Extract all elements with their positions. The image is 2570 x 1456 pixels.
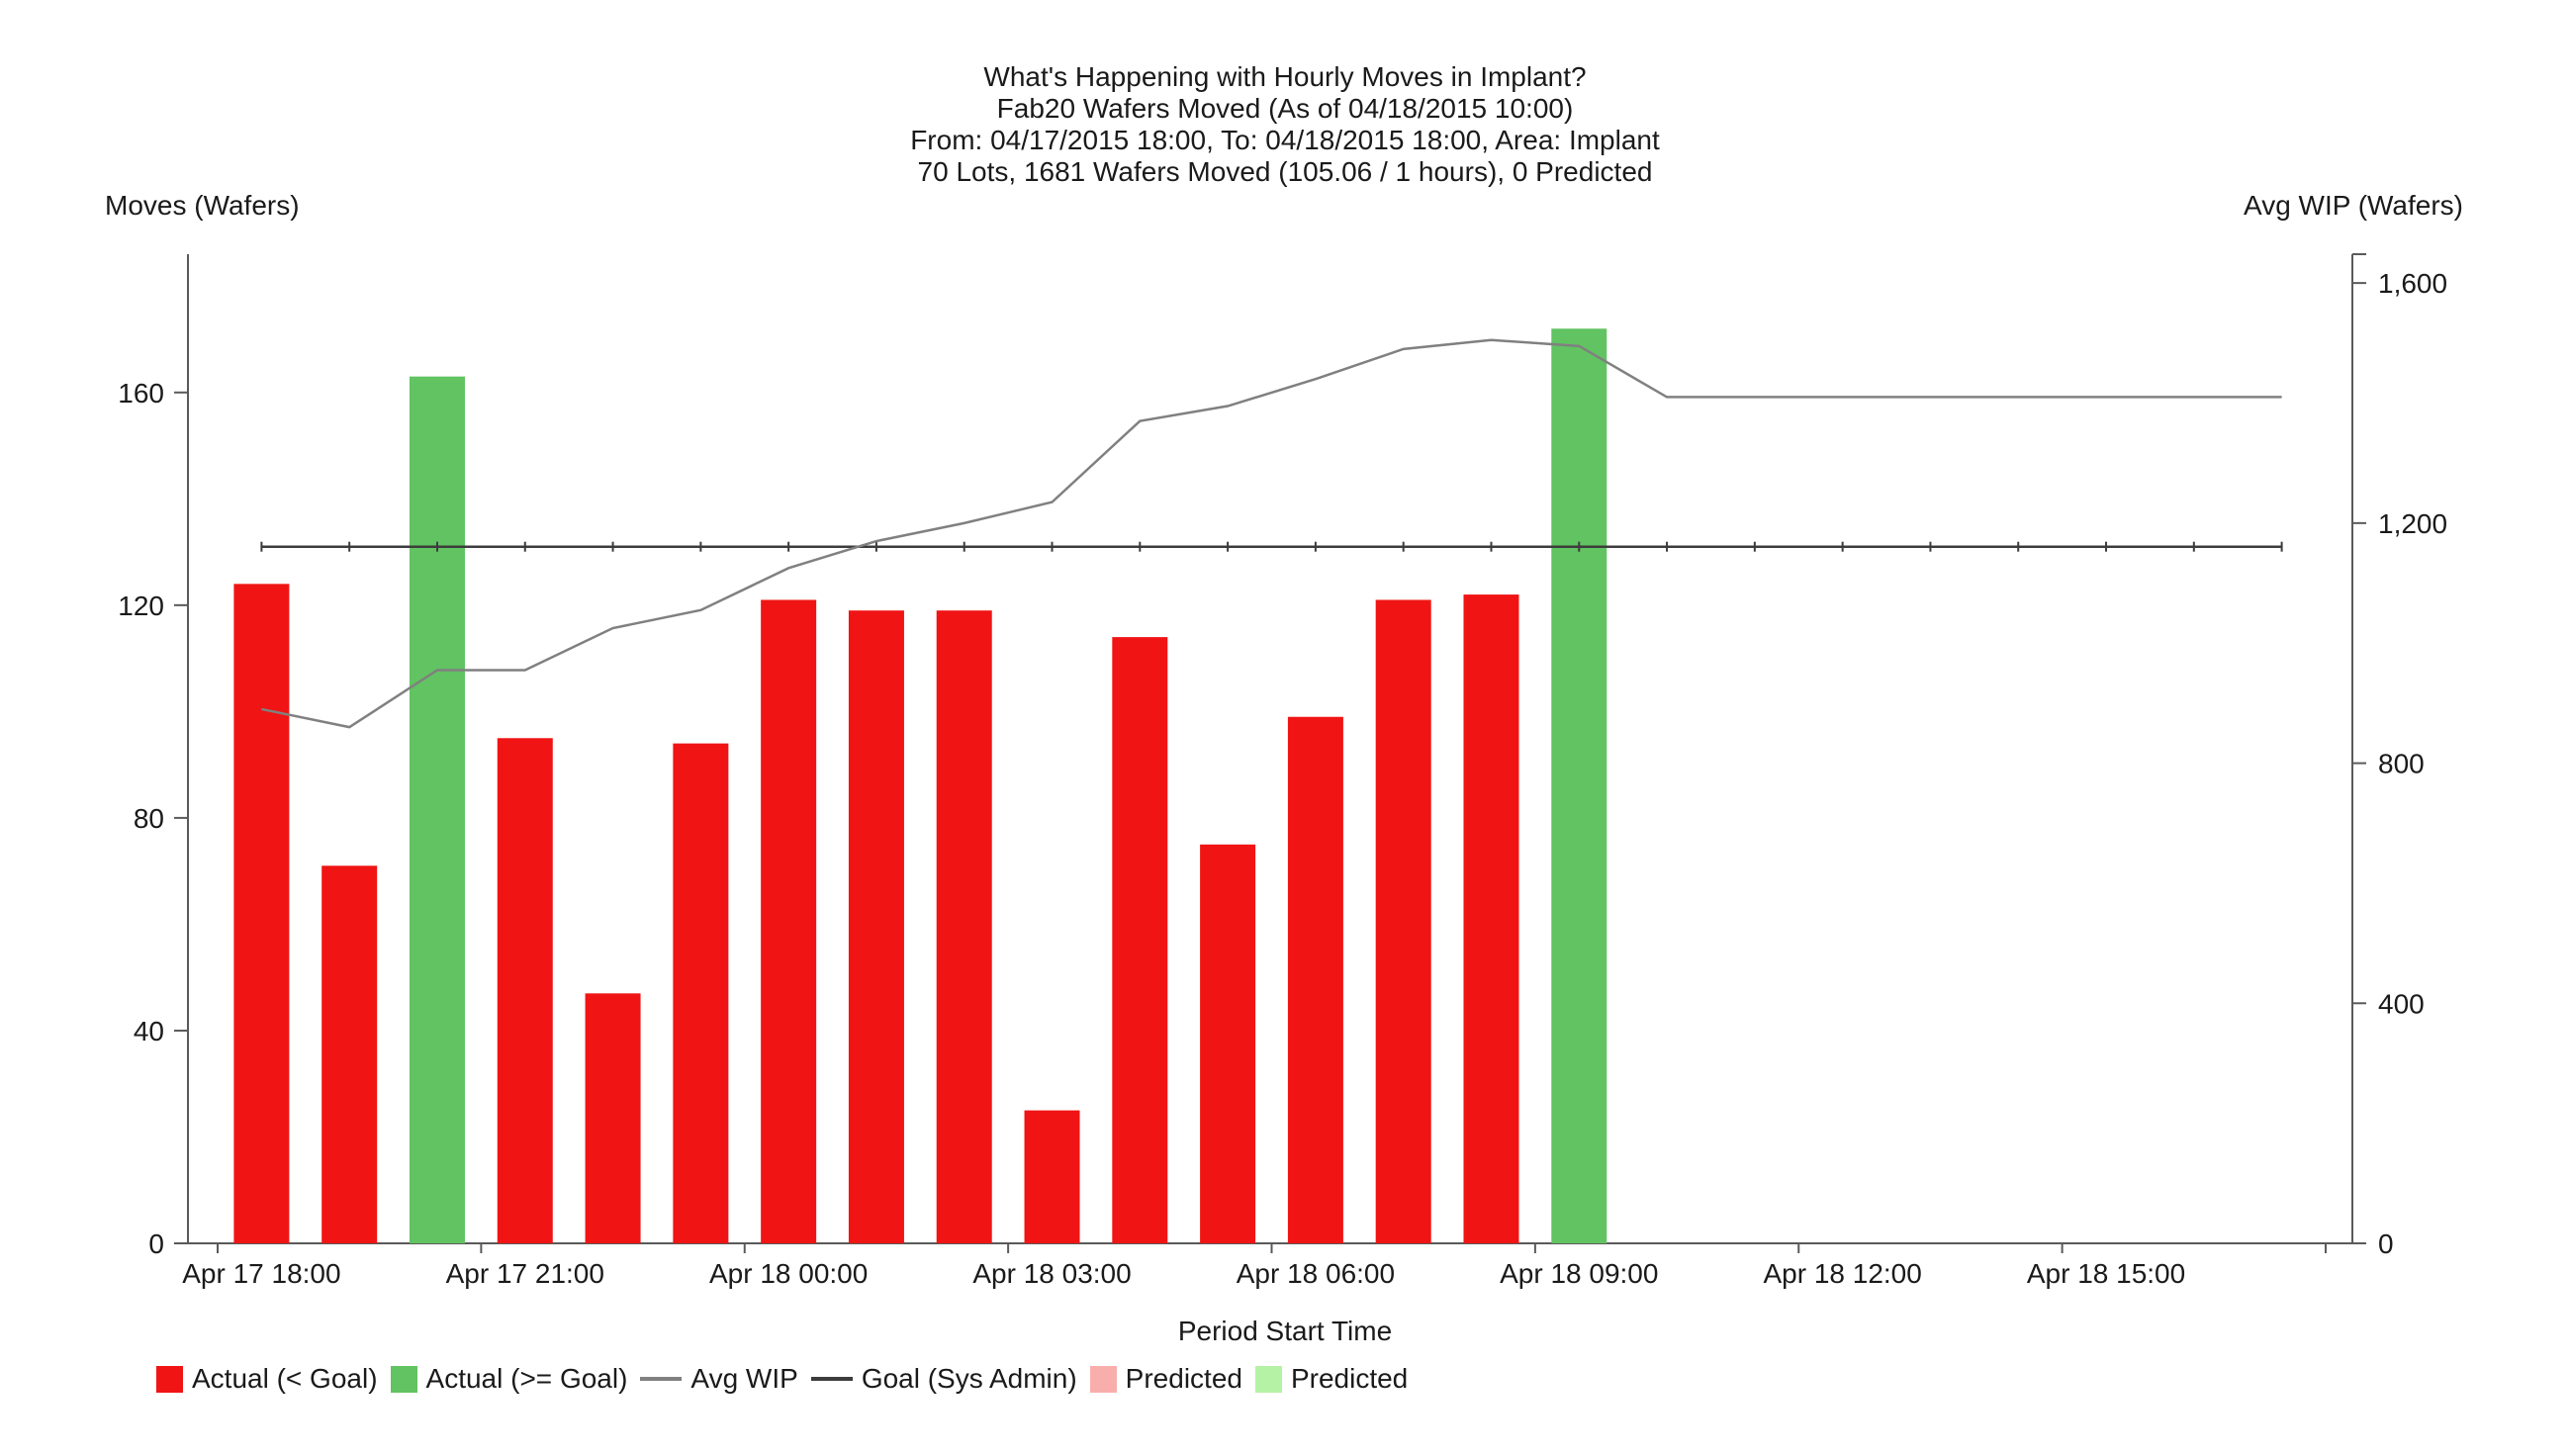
x-axis-tick-label: Apr 18 09:00 [1500,1258,1658,1289]
bar-actual-below-goal [321,865,378,1243]
bar-actual-below-goal [1024,1110,1080,1243]
chart-subtitle-line-1: Fab20 Wafers Moved (As of 04/18/2015 10:… [996,93,1574,124]
legend-item-actual-below-goal: Actual (< Goal) [156,1363,378,1395]
x-axis-tick-label: Apr 18 06:00 [1237,1258,1395,1289]
chart-subtitle-line-3: 70 Lots, 1681 Wafers Moved (105.06 / 1 h… [917,156,1653,187]
legend-swatch-actual-at-or-above-goal [390,1365,417,1393]
bar-actual-below-goal [497,738,553,1243]
bar-actual-below-goal [936,610,992,1243]
legend-item-goal: Goal (Sys Admin) [810,1363,1077,1395]
legend-label-goal: Goal (Sys Admin) [861,1363,1077,1394]
right-axis-tick-label: 1,600 [2378,268,2447,299]
chart-subtitle-line-2: From: 04/17/2015 18:00, To: 04/18/2015 1… [910,125,1660,155]
left-axis-tick-label: 0 [148,1228,164,1259]
legend-label-actual-at-or-above-goal: Actual (>= Goal) [425,1363,628,1394]
right-axis-tick-label: 1,200 [2378,508,2447,539]
left-axis-tick-label: 160 [118,378,164,409]
bar-actual-below-goal [1375,599,1431,1243]
legend-item-actual-at-or-above-goal: Actual (>= Goal) [390,1363,628,1395]
left-axis-tick-label: 120 [118,591,164,621]
legend-swatch-predicted-above [1254,1365,1282,1393]
legend-swatch-goal-line [810,1377,853,1381]
right-axis-tick-label: 800 [2378,749,2425,779]
x-axis-tick-label: Apr 17 21:00 [446,1258,604,1289]
legend-swatch-actual-below-goal [156,1365,183,1393]
bar-actual-below-goal [1200,844,1256,1243]
x-axis-tick-label: Apr 18 15:00 [2027,1258,2185,1289]
left-axis-title: Moves (Wafers) [105,190,300,221]
right-axis-title: Avg WIP (Wafers) [2244,190,2463,221]
bar-actual-below-goal [233,584,290,1243]
bar-actual-below-goal [1463,594,1519,1243]
chart-title-block: What's Happening with Hourly Moves in Im… [0,61,2570,188]
bar-actual-below-goal [848,610,904,1243]
legend-label-actual-below-goal: Actual (< Goal) [192,1363,378,1394]
chart-title: What's Happening with Hourly Moves in Im… [983,61,1587,92]
bar-actual-at-or-above-goal [1551,328,1607,1244]
x-axis-tick-label: Apr 18 12:00 [1763,1258,1921,1289]
legend-item-avg-wip: Avg WIP [640,1363,798,1395]
x-axis-tick-label: Apr 18 00:00 [709,1258,868,1289]
legend-label-predicted-below: Predicted [1125,1363,1242,1394]
x-axis-tick-label: Apr 18 03:00 [972,1258,1131,1289]
avg-wip-line [261,338,2282,729]
right-axis-tick-label: 400 [2378,988,2425,1019]
legend-label-avg-wip: Avg WIP [690,1363,798,1394]
bar-actual-at-or-above-goal [409,376,465,1244]
legend-swatch-predicted-below [1089,1365,1117,1393]
legend-item-predicted-above: Predicted [1254,1363,1409,1395]
bar-actual-below-goal [761,599,817,1243]
bar-actual-below-goal [1112,637,1168,1243]
legend-item-predicted-below: Predicted [1089,1363,1242,1395]
legend-swatch-avg-wip-line [640,1377,683,1381]
left-axis-tick-label: 80 [134,803,164,834]
bar-actual-below-goal [673,743,729,1243]
right-axis-tick-label: 0 [2378,1228,2394,1259]
bar-actual-below-goal [1287,716,1343,1243]
chart-legend: Actual (< Goal) Actual (>= Goal) Avg WIP… [156,1363,1408,1395]
bar-actual-below-goal [585,993,641,1243]
legend-label-predicted-above: Predicted [1290,1363,1409,1394]
x-axis-title: Period Start Time [1177,1316,1393,1346]
x-axis-tick-label: Apr 17 18:00 [182,1258,340,1289]
left-axis-tick-label: 40 [134,1016,164,1046]
